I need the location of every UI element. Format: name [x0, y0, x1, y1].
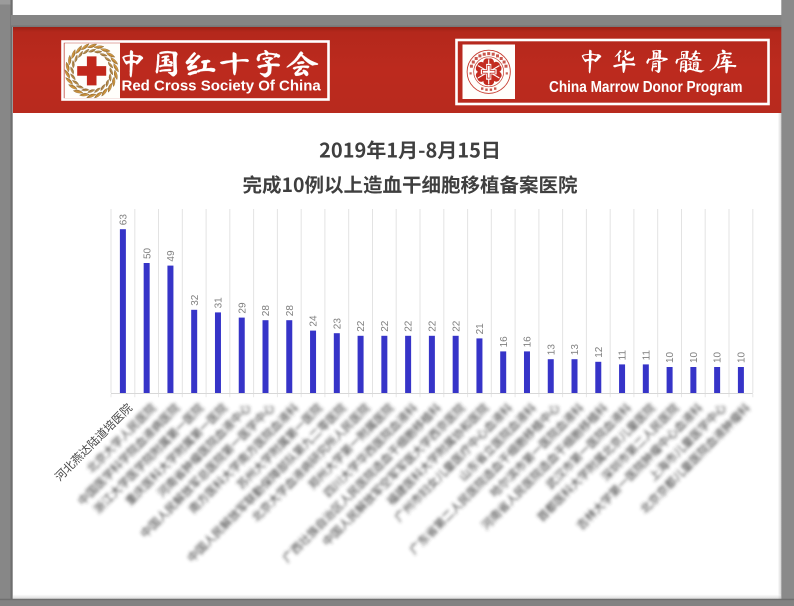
- svg-text:31: 31: [214, 297, 225, 309]
- svg-text:16: 16: [499, 336, 510, 348]
- svg-text:16: 16: [523, 336, 534, 348]
- svg-text:10: 10: [713, 351, 724, 363]
- svg-text:22: 22: [428, 320, 439, 332]
- svg-text:63: 63: [118, 214, 129, 226]
- svg-text:29: 29: [237, 302, 248, 314]
- svg-text:24: 24: [309, 315, 320, 327]
- svg-text:50: 50: [142, 247, 153, 259]
- svg-text:13: 13: [570, 344, 581, 356]
- svg-text:22: 22: [404, 320, 415, 332]
- svg-text:13: 13: [546, 344, 557, 356]
- svg-text:10: 10: [737, 351, 748, 363]
- svg-text:22: 22: [380, 320, 391, 332]
- svg-text:10: 10: [689, 351, 700, 363]
- svg-text:Red Cross Society Of China: Red Cross Society Of China: [122, 77, 322, 94]
- svg-text:11: 11: [641, 350, 652, 361]
- svg-text:10: 10: [665, 351, 676, 363]
- svg-text:11: 11: [618, 350, 629, 361]
- svg-text:49: 49: [166, 250, 177, 262]
- svg-text:21: 21: [475, 323, 486, 335]
- svg-text:28: 28: [261, 305, 272, 317]
- svg-text:22: 22: [451, 320, 462, 332]
- svg-text:China Marrow Donor Program: China Marrow Donor Program: [549, 79, 743, 96]
- svg-text:32: 32: [190, 294, 201, 306]
- svg-text:23: 23: [332, 318, 343, 330]
- svg-text:22: 22: [356, 320, 367, 332]
- svg-text:28: 28: [285, 305, 296, 317]
- svg-text:12: 12: [594, 346, 605, 358]
